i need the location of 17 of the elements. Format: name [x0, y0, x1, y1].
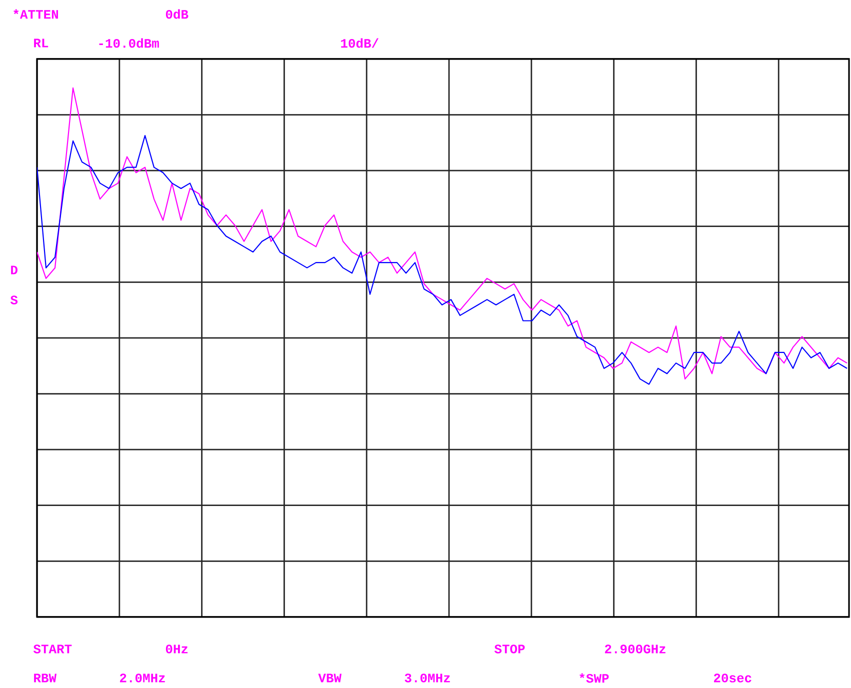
text: RBW — [34, 674, 57, 682]
text: 3.0MHz — [404, 674, 450, 682]
text: 10dB/ — [341, 38, 378, 48]
text: VBW — [318, 674, 342, 682]
text: -10.0dBm — [99, 38, 159, 48]
text: 2.900GHz — [604, 644, 666, 654]
text: S — [10, 296, 18, 304]
text: RL — [34, 38, 48, 48]
text: STOP — [494, 644, 525, 654]
text: START — [33, 644, 72, 654]
text: 0Hz — [166, 644, 188, 654]
text: 0dB — [166, 9, 188, 19]
text: *SWP — [580, 673, 609, 683]
text: 20sec — [714, 674, 752, 682]
text: *ATTEN — [14, 9, 58, 19]
text: 2.0MHz — [120, 674, 165, 682]
text: D — [11, 266, 18, 274]
